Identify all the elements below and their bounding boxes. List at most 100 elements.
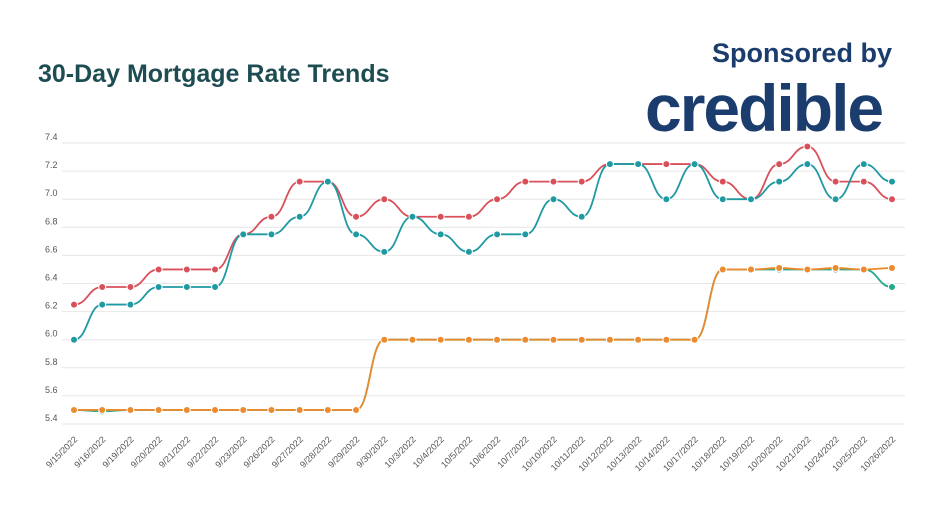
data-point bbox=[436, 335, 445, 344]
data-point bbox=[831, 177, 840, 186]
data-point bbox=[70, 335, 78, 344]
data-point bbox=[493, 230, 502, 239]
data-point bbox=[718, 265, 727, 274]
data-point bbox=[493, 335, 502, 344]
data-point bbox=[436, 230, 445, 239]
data-point bbox=[521, 177, 530, 186]
data-point bbox=[98, 300, 107, 309]
data-point bbox=[182, 283, 191, 292]
data-point bbox=[831, 264, 840, 273]
data-point bbox=[464, 247, 473, 256]
data-point bbox=[408, 212, 417, 221]
data-point bbox=[718, 195, 727, 204]
data-point bbox=[295, 212, 304, 221]
data-point bbox=[888, 177, 896, 186]
data-point bbox=[126, 283, 135, 292]
y-tick-label: 6.4 bbox=[45, 273, 58, 283]
data-point bbox=[352, 212, 361, 221]
data-point bbox=[662, 160, 671, 169]
data-point bbox=[182, 265, 191, 274]
data-point bbox=[859, 177, 868, 186]
data-point bbox=[295, 405, 304, 414]
data-point bbox=[577, 335, 586, 344]
y-tick-label: 7.2 bbox=[45, 160, 58, 170]
data-point bbox=[521, 230, 530, 239]
series-line bbox=[73, 145, 893, 306]
data-point bbox=[211, 265, 220, 274]
data-point bbox=[605, 335, 614, 344]
data-point bbox=[70, 300, 78, 309]
data-point bbox=[267, 405, 276, 414]
data-point bbox=[803, 142, 812, 151]
data-point bbox=[859, 160, 868, 169]
data-point bbox=[690, 160, 699, 169]
data-point bbox=[267, 230, 276, 239]
data-point bbox=[126, 300, 135, 309]
data-point bbox=[775, 264, 784, 273]
data-point bbox=[380, 335, 389, 344]
data-point bbox=[775, 160, 784, 169]
data-point bbox=[549, 195, 558, 204]
data-point bbox=[267, 212, 276, 221]
y-tick-label: 6.8 bbox=[45, 216, 58, 226]
y-tick-label: 5.8 bbox=[45, 357, 58, 367]
data-point bbox=[549, 335, 558, 344]
data-point bbox=[746, 195, 755, 204]
data-point bbox=[831, 195, 840, 204]
data-point bbox=[775, 177, 784, 186]
data-point bbox=[408, 335, 417, 344]
sponsor-label: Sponsored by bbox=[712, 38, 893, 68]
y-tick-label: 7.4 bbox=[45, 132, 58, 142]
data-point bbox=[211, 405, 220, 414]
data-point bbox=[859, 265, 868, 274]
chart-title: 30-Day Mortgage Rate Trends bbox=[38, 60, 390, 88]
data-point bbox=[295, 177, 304, 186]
y-tick-label: 7.0 bbox=[45, 188, 58, 198]
data-point bbox=[888, 283, 896, 292]
data-point bbox=[239, 405, 248, 414]
data-point bbox=[690, 335, 699, 344]
data-point bbox=[98, 283, 107, 292]
data-point bbox=[888, 195, 896, 204]
data-point bbox=[662, 195, 671, 204]
data-point bbox=[352, 230, 361, 239]
data-point bbox=[803, 160, 812, 169]
credible-logo: credible bbox=[645, 71, 884, 145]
data-point bbox=[323, 177, 332, 186]
data-point bbox=[126, 405, 135, 414]
data-point bbox=[718, 177, 727, 186]
data-point bbox=[577, 177, 586, 186]
data-point bbox=[493, 195, 502, 204]
data-point bbox=[634, 335, 643, 344]
data-point bbox=[634, 160, 643, 169]
data-point bbox=[549, 177, 558, 186]
y-tick-label: 6.0 bbox=[45, 329, 58, 339]
series-line bbox=[73, 163, 893, 341]
data-point bbox=[211, 283, 220, 292]
data-point bbox=[436, 212, 445, 221]
data-point bbox=[154, 405, 163, 414]
data-point bbox=[98, 405, 107, 414]
y-tick-label: 6.2 bbox=[45, 301, 58, 311]
series-line bbox=[73, 267, 893, 411]
data-point bbox=[352, 405, 361, 414]
data-point bbox=[464, 212, 473, 221]
data-point bbox=[380, 195, 389, 204]
y-tick-label: 6.6 bbox=[45, 244, 58, 254]
data-point bbox=[803, 265, 812, 274]
data-point bbox=[182, 405, 191, 414]
data-point bbox=[323, 405, 332, 414]
data-point bbox=[154, 265, 163, 274]
data-point bbox=[605, 160, 614, 169]
data-point bbox=[239, 230, 248, 239]
y-tick-label: 5.4 bbox=[45, 413, 58, 423]
data-point bbox=[662, 335, 671, 344]
y-tick-label: 5.6 bbox=[45, 385, 58, 395]
data-point bbox=[464, 335, 473, 344]
data-point bbox=[888, 264, 896, 273]
data-point bbox=[521, 335, 530, 344]
data-point bbox=[746, 265, 755, 274]
data-point bbox=[577, 212, 586, 221]
data-point bbox=[154, 283, 163, 292]
